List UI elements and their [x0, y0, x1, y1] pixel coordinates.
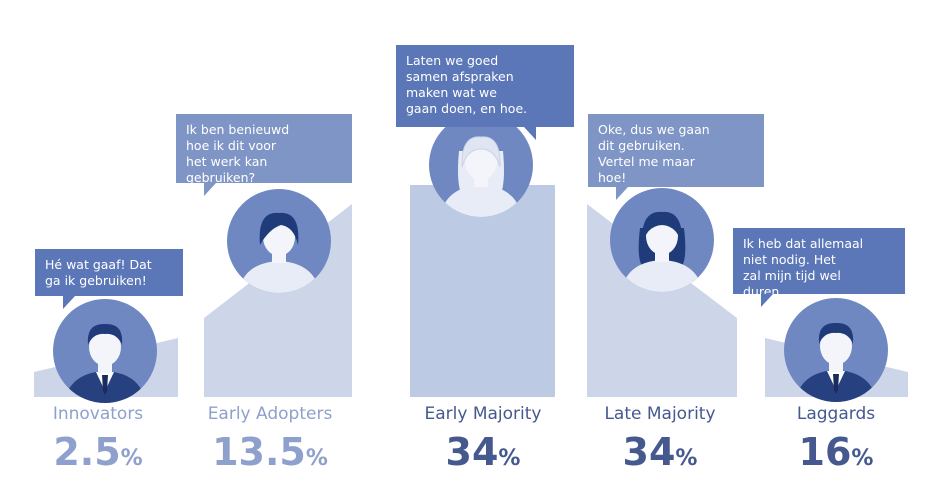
speech-bubble-early-adopters: Ik ben benieuwd hoe ik dit voor het werk…: [176, 114, 352, 196]
percentage-label-laggards: 16%: [746, 430, 926, 474]
speech-bubble-text: Hé wat gaaf! Dat ga ik gebruiken!: [45, 257, 152, 288]
speech-bubble-text: Laten we goed samen afspraken maken wat …: [406, 53, 528, 116]
speech-bubble-innovators: Hé wat gaaf! Dat ga ik gebruiken!: [35, 249, 183, 309]
percentage-label-early-majority: 34%: [393, 430, 573, 474]
speech-bubble-laggards: Ik heb dat allemaal niet nodig. Het zal …: [733, 228, 905, 307]
percentage-value: 13.5: [212, 430, 306, 474]
percentage-value: 34: [622, 430, 676, 474]
speech-bubble-text: Ik heb dat allemaal niet nodig. Het zal …: [743, 236, 864, 299]
speech-bubble-text: Ik ben benieuwd hoe ik dit voor het werk…: [186, 122, 290, 185]
percentage-sign: %: [120, 446, 143, 471]
percentage-label-early-adopters: 13.5%: [180, 430, 360, 474]
percentage-sign: %: [851, 446, 874, 471]
speech-bubble-early-majority: Laten we goed samen afspraken maken wat …: [396, 45, 574, 140]
percentage-sign: %: [498, 446, 521, 471]
category-label-late-majority: Late Majority: [604, 404, 716, 424]
percentage-value: 2.5: [53, 430, 121, 474]
percentage-value: 16: [798, 430, 852, 474]
speech-bubble-text: Oke, dus we gaan dit gebruiken. Vertel m…: [598, 122, 710, 185]
category-label-innovators: Innovators: [52, 404, 144, 424]
percentage-sign: %: [675, 446, 698, 471]
percentage-label-innovators: 2.5%: [8, 430, 188, 474]
category-label-laggards: Laggards: [796, 404, 876, 424]
area-segment-early-majority: [410, 185, 555, 397]
category-label-early-majority: Early Majority: [424, 404, 542, 424]
percentage-value: 34: [445, 430, 499, 474]
category-label-early-adopters: Early Adopters: [207, 404, 333, 424]
speech-bubble-late-majority: Oke, dus we gaan dit gebruiken. Vertel m…: [588, 114, 764, 200]
percentage-label-late-majority: 34%: [570, 430, 750, 474]
percentage-sign: %: [305, 446, 328, 471]
